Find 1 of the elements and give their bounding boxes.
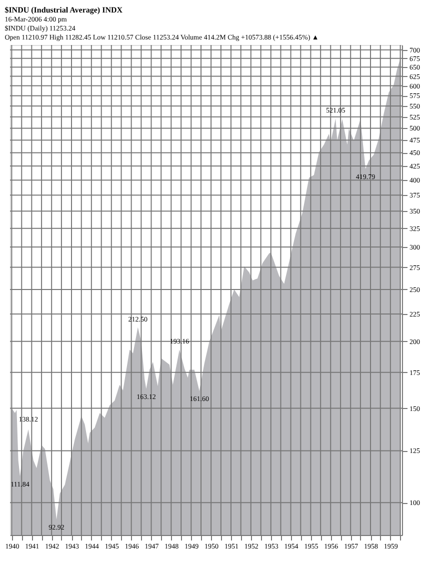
chart-title: $INDU (Industrial Average) INDX — [4, 6, 123, 14]
